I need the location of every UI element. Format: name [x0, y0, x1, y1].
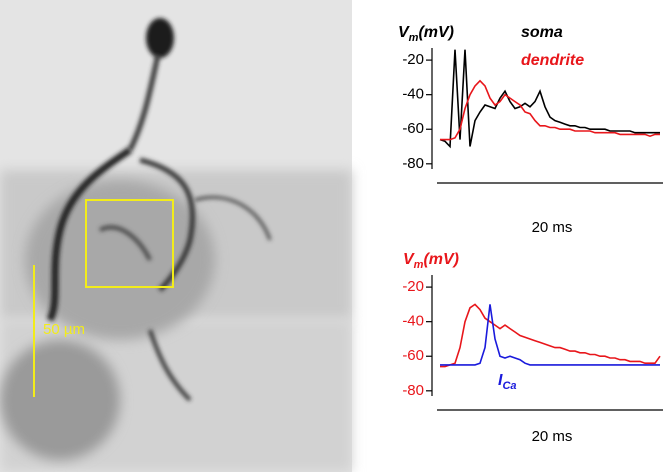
time-scale-label: 20 ms	[532, 219, 573, 236]
y-axis-label: Vm(mV)	[398, 24, 454, 44]
page: {"image": {"scale_bar_label": "50 µm"}, …	[0, 0, 663, 472]
trace	[440, 304, 660, 366]
y-tick-label: -60	[402, 347, 424, 364]
legend-entry: soma	[521, 24, 563, 41]
y-tick-label: -80	[402, 382, 424, 399]
y-tick-label: -60	[402, 120, 424, 137]
y-tick-label: -20	[402, 51, 424, 68]
y-tick-label: -20	[402, 278, 424, 295]
series-label: ICa	[498, 372, 517, 392]
scale-bar-label: 50 µm	[43, 321, 85, 338]
time-scale-label: 20 ms	[532, 428, 573, 445]
y-tick-label: -80	[402, 155, 424, 172]
trace	[440, 304, 660, 365]
legend-entry: dendrite	[521, 52, 584, 69]
y-tick-label: -40	[402, 313, 424, 330]
y-tick-label: -40	[402, 86, 424, 103]
figure: 50 µm Vm(mV) soma dendrite Vm(mV) ICa -2…	[0, 0, 663, 472]
y-axis-label: Vm(mV)	[403, 251, 459, 271]
micrograph: 50 µm	[0, 0, 352, 472]
